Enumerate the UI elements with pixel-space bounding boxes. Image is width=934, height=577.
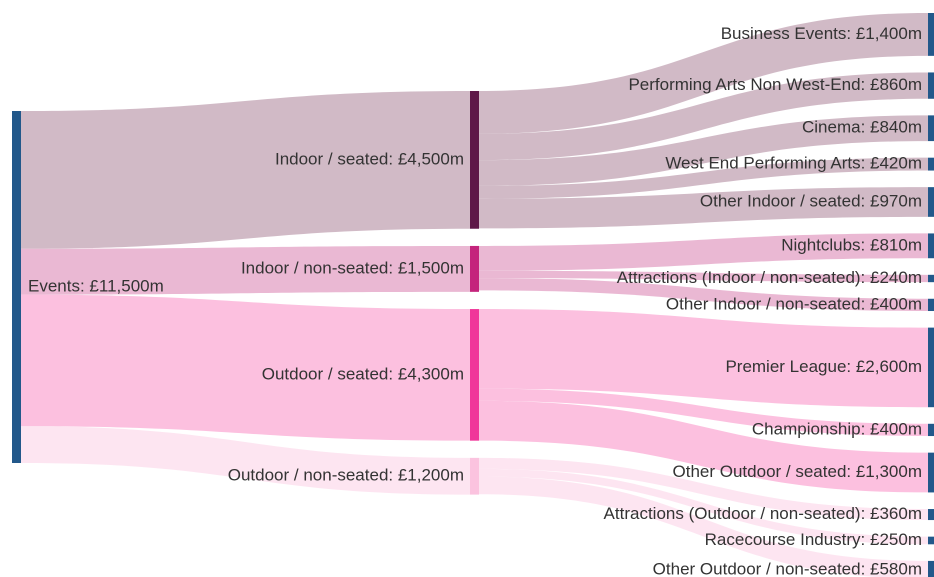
link [479, 457, 928, 521]
link [479, 400, 928, 493]
node-label: Cinema: £840m [802, 118, 922, 137]
node [928, 115, 934, 142]
node-label: Business Events: £1,400m [721, 24, 922, 43]
node-label: Other Outdoor / non-seated: £580m [653, 559, 922, 577]
node [928, 452, 934, 493]
node [928, 509, 934, 521]
node [928, 72, 934, 99]
node [928, 233, 934, 259]
link [21, 294, 470, 441]
node [928, 157, 934, 171]
node [928, 560, 934, 577]
node-label: Outdoor / non-seated: £1,200m [228, 466, 464, 485]
node [12, 111, 21, 463]
node-label: Premier League: £2,600m [725, 357, 922, 376]
link [479, 157, 928, 199]
link [21, 426, 470, 495]
node-label: Other Indoor / seated: £970m [700, 191, 922, 210]
link [479, 278, 928, 312]
link [479, 115, 928, 186]
node [470, 245, 479, 292]
link [479, 476, 928, 577]
link [479, 233, 928, 271]
node [928, 536, 934, 545]
node [928, 13, 934, 56]
node-label: Performing Arts Non West-End: £860m [628, 75, 922, 94]
node-label: Championship: £400m [752, 419, 922, 438]
node-label: Attractions (Outdoor / non-seated): £360… [604, 504, 922, 523]
link [479, 187, 928, 229]
node [928, 187, 934, 217]
node-label: Indoor / non-seated: £1,500m [241, 258, 464, 277]
link [479, 270, 928, 283]
node [928, 274, 934, 283]
link [21, 91, 470, 249]
link [479, 72, 928, 161]
node-label: Events: £11,500m [28, 276, 164, 295]
link [479, 13, 928, 134]
node [470, 309, 479, 441]
node [928, 423, 934, 437]
link [479, 309, 928, 408]
node-label: Nightclubs: £810m [781, 235, 922, 254]
node [470, 91, 479, 229]
node [470, 457, 479, 495]
node [928, 327, 934, 408]
node-label: Other Outdoor / seated: £1,300m [673, 462, 922, 481]
node-label: West End Performing Arts: £420m [665, 154, 922, 173]
link [21, 245, 470, 295]
link [479, 468, 928, 545]
node-label: Attractions (Indoor / non-seated): £240m [617, 268, 922, 287]
node-label: Indoor / seated: £4,500m [275, 149, 464, 168]
node-label: Racecourse Industry: £250m [705, 530, 922, 549]
node-label: Outdoor / seated: £4,300m [262, 364, 464, 383]
node-label: Other Indoor / non-seated: £400m [666, 294, 922, 313]
node [928, 298, 934, 312]
link [479, 388, 928, 437]
